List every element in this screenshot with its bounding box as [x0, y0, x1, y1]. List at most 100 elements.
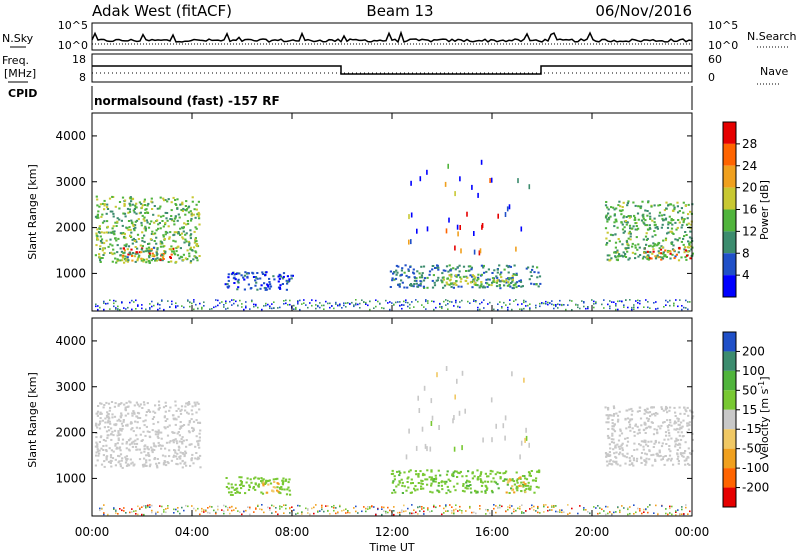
heatmap-cell: [668, 215, 671, 218]
heatmap-cell: [243, 308, 245, 311]
heatmap-cell: [685, 457, 688, 460]
heatmap-cell: [513, 508, 515, 510]
heatmap-cell: [195, 452, 198, 454]
heatmap-cell: [649, 244, 652, 247]
heatmap-cell: [121, 196, 125, 199]
heatmap-cell: [510, 487, 513, 490]
heatmap-cell: [173, 439, 176, 442]
heatmap-cell: [430, 482, 433, 485]
heatmap-cell: [403, 485, 406, 488]
heatmap-cell: [153, 449, 156, 451]
heatmap-cell: [281, 506, 283, 508]
heatmap-cell: [263, 282, 266, 285]
heatmap-cell: [170, 260, 173, 263]
heatmap-cell: [190, 212, 193, 215]
heatmap-cell: [451, 510, 453, 512]
heatmap-cell: [164, 223, 167, 226]
heatmap-cell: [113, 230, 116, 233]
heatmap-cell: [257, 485, 260, 488]
heatmap-cell: [507, 271, 510, 274]
heatmap-cell: [538, 471, 541, 474]
heatmap-cell: [507, 281, 510, 284]
heatmap-cell: [648, 449, 651, 452]
heatmap-cell: [329, 306, 331, 309]
heatmap-cell: [345, 512, 347, 514]
heatmap-cell: [671, 223, 674, 226]
heatmap-cell: [95, 234, 98, 237]
heatmap-cell: [442, 276, 445, 279]
heatmap-cell: [465, 475, 468, 478]
heatmap-cell: [606, 258, 609, 261]
heatmap-cell: [139, 211, 142, 214]
heatmap-cell: [230, 273, 233, 276]
heatmap-cell: [95, 451, 98, 454]
heatmap-cell: [141, 247, 144, 250]
heatmap-cell: [124, 255, 127, 258]
heatmap-cell: [257, 504, 259, 507]
heatmap-cell: [391, 302, 393, 304]
heatmap-cell: [627, 306, 629, 309]
heatmap-cell: [637, 306, 639, 309]
heatmap-cell: [497, 303, 499, 305]
heatmap-cell: [455, 301, 457, 304]
heatmap-cell: [171, 303, 173, 305]
heatmap-cell: [127, 245, 131, 248]
heatmap-cell: [634, 204, 637, 207]
heatmap-cell: [365, 510, 367, 513]
heatmap-cell: [531, 504, 533, 507]
heatmap-cell: [123, 307, 125, 309]
heatmap-cell: [419, 505, 421, 508]
heatmap-cell: [523, 475, 526, 478]
heatmap-cell: [431, 279, 434, 282]
heatmap-cell: [449, 300, 451, 303]
heatmap-cell: [229, 512, 231, 515]
heatmap-cell: [689, 453, 692, 455]
heatmap-cell: [678, 246, 681, 249]
heatmap-cell: [662, 455, 665, 458]
heatmap-cell: [447, 299, 449, 302]
heatmap-cell: [553, 307, 555, 310]
heatmap-cell: [153, 304, 155, 307]
velocity-colorbar-segment: [723, 409, 736, 430]
heatmap-cell: [170, 459, 173, 462]
heatmap-cell: [389, 509, 391, 512]
heatmap-cell: [167, 225, 170, 228]
heatmap-cell: [182, 259, 185, 261]
heatmap-cell: [234, 278, 237, 281]
heatmap-cell: [230, 491, 233, 494]
power-colorbar-segment: [723, 187, 736, 210]
heatmap-cell: [261, 508, 263, 511]
heatmap-cell: [166, 212, 169, 214]
heatmap-cell: [282, 477, 285, 480]
heatmap-cell: [629, 418, 632, 421]
heatmap-cell: [98, 427, 102, 430]
heatmap-cell: [422, 472, 425, 475]
heatmap-cell: [189, 229, 192, 232]
heatmap-cell: [103, 203, 106, 206]
heatmap-cell: [653, 230, 656, 233]
heatmap-cell: [148, 431, 151, 433]
heatmap-cell: [115, 510, 117, 512]
heatmap-cell: [162, 258, 165, 260]
heatmap-cell: [523, 307, 525, 310]
heatmap-cell: [419, 470, 422, 473]
heatmap-cell: [500, 276, 503, 279]
heatmap-cell: [454, 282, 457, 285]
heatmap-cell: [683, 412, 686, 415]
velocity-colorbar-label: Velocity [m s-1]: [757, 376, 772, 459]
heatmap-cell: [499, 477, 502, 480]
heatmap-cell: [233, 276, 236, 279]
heatmap-cell: [173, 223, 176, 226]
heatmap-cell: [137, 416, 140, 419]
heatmap-cell: [375, 305, 377, 308]
heatmap-cell: [423, 507, 425, 509]
heatmap-cell: [654, 458, 657, 461]
heatmap-cell: [621, 453, 624, 456]
heatmap-cell: [279, 284, 282, 287]
heatmap-cell: [163, 199, 166, 202]
velocity-colorbar-tick: -100: [742, 461, 769, 475]
heatmap-cell: [469, 302, 471, 304]
heatmap-cell: [112, 215, 115, 218]
heatmap-cell: [116, 251, 119, 254]
heatmap-cell: [223, 306, 225, 308]
